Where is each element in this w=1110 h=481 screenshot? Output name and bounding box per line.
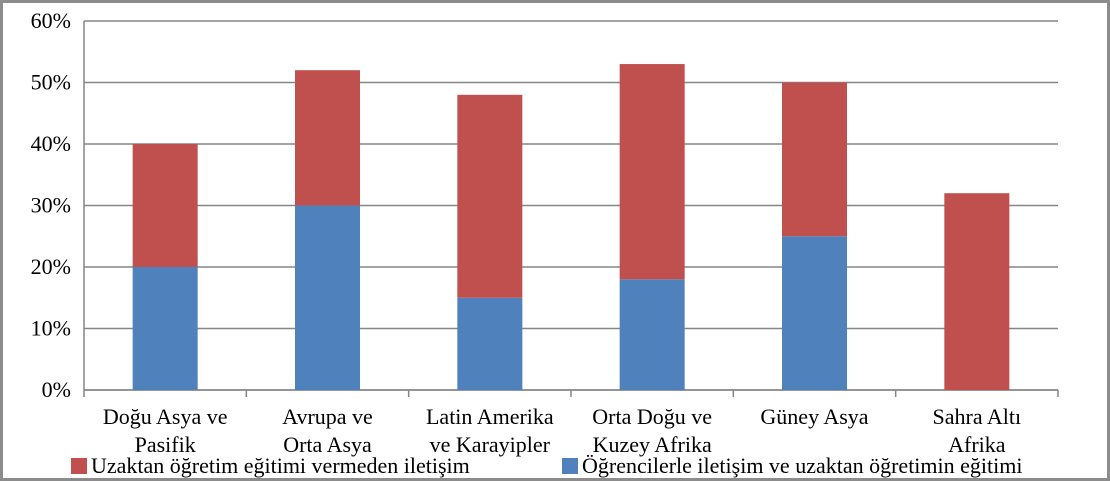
x-category-label: Doğu Asya ve (103, 404, 228, 429)
bar-segment-red (782, 82, 847, 237)
y-tick-label: 60% (31, 8, 71, 33)
x-category-label: Güney Asya (760, 404, 868, 429)
bar-segment-blue (782, 236, 847, 390)
y-tick-label: 10% (31, 316, 71, 341)
bar-segment-blue (457, 297, 523, 390)
x-category-label: Latin Amerika (426, 404, 554, 429)
bar-segment-blue (295, 205, 360, 390)
stacked-bar-chart: 0% 10% 20% 30% 40% 50% 60% Doğu Asya ve Pasifik A… (31, 8, 1059, 478)
x-category-label: Sahra Altı (933, 404, 1022, 429)
bar-segment-red (132, 144, 198, 267)
bar-segment-blue (132, 267, 198, 390)
y-tick-label: 50% (31, 70, 71, 95)
y-tick-label: 0% (42, 377, 71, 402)
y-tick-label: 20% (31, 254, 71, 279)
bar-segment-red (295, 70, 360, 206)
legend-label: Uzaktan öğretim eğitimi vermeden iletişi… (91, 453, 470, 478)
bar-segment-red (944, 193, 1010, 390)
bar-segment-red (619, 64, 685, 280)
legend-swatch (71, 458, 87, 474)
x-category-label: Orta Asya (283, 432, 372, 457)
x-category-label: Afrika (948, 432, 1006, 457)
legend-swatch (562, 458, 578, 474)
x-category-label: Orta Doğu ve (592, 404, 712, 429)
legend-label: Öğrencilerle iletişim ve uzaktan öğretim… (582, 453, 1022, 478)
y-tick-label: 40% (31, 131, 71, 156)
x-category-label: ve Karayipler (430, 432, 551, 457)
x-category-label: Avrupa ve (282, 404, 373, 429)
x-category-label: Kuzey Afrika (593, 432, 712, 457)
y-tick-label: 30% (31, 193, 71, 218)
bar-segment-red (457, 94, 523, 298)
bar-segment-blue (619, 279, 685, 390)
x-category-label: Pasifik (135, 432, 196, 457)
